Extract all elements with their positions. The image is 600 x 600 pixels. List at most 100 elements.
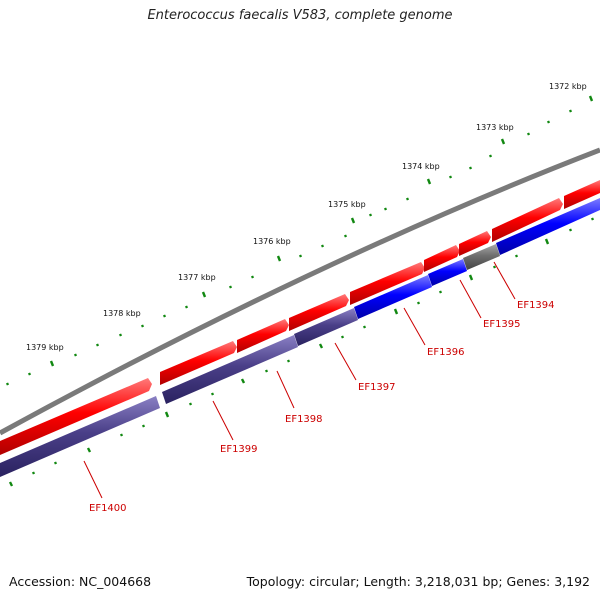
inner-tick	[544, 238, 550, 245]
outer-tick	[448, 175, 453, 179]
outer-tick	[201, 291, 207, 298]
reverse-gene-ef1396	[428, 259, 467, 286]
reverse-gene-ef1395	[463, 244, 500, 270]
inner-tick	[31, 471, 36, 475]
ruler-label: 1373 kbp	[476, 123, 514, 132]
inner-tick	[340, 335, 345, 339]
reverse-gene-ef1400	[0, 396, 160, 477]
outer-tick	[250, 275, 255, 279]
inner-tick	[416, 301, 421, 305]
inner-tick	[264, 369, 269, 373]
inner-tick	[514, 254, 519, 258]
callout-line-ef1396	[403, 307, 426, 346]
outer-tick	[468, 166, 473, 170]
outer-ruler	[5, 95, 594, 386]
gene-labels: EF1394 EF1395 EF1396 EF1397 EF1398 EF139…	[89, 300, 555, 514]
gene-label-ef1397: EF1397	[358, 382, 396, 393]
outer-tick	[568, 109, 573, 113]
ruler-label: 1375 kbp	[328, 200, 366, 209]
outer-tick	[343, 234, 348, 238]
ruler-label: 1377 kbp	[178, 273, 216, 282]
outer-tick	[405, 197, 410, 201]
outer-tick	[276, 255, 282, 262]
forward-gene	[564, 180, 600, 209]
inner-tick	[240, 378, 246, 384]
reverse-gene-ef1398	[294, 308, 358, 346]
callout-line-ef1394	[493, 261, 516, 300]
forward-gene	[237, 319, 289, 353]
callout-line-ef1395	[459, 279, 482, 319]
forward-gene	[459, 231, 491, 256]
callout-line-ef1400	[83, 460, 103, 499]
reverse-gene-ef1399	[162, 335, 298, 404]
reverse-strand	[0, 198, 600, 477]
ruler-labels: 1372 kbp 1373 kbp 1374 kbp 1375 kbp 1376…	[26, 82, 587, 352]
inner-tick	[53, 461, 58, 465]
ruler-label: 1372 kbp	[549, 82, 587, 91]
outer-tick	[140, 324, 145, 328]
inner-tick	[318, 343, 324, 349]
map-title: Enterococcus faecalis V583, complete gen…	[147, 8, 453, 23]
inner-tick	[438, 290, 443, 294]
inner-tick	[188, 402, 193, 406]
outer-tick	[73, 353, 78, 357]
gene-label-ef1394: EF1394	[517, 300, 555, 311]
genome-backbone	[0, 147, 600, 436]
inner-tick	[210, 392, 215, 396]
forward-gene	[350, 262, 425, 305]
genome-summary-text: Topology: circular; Length: 3,218,031 bp…	[246, 574, 590, 589]
inner-tick	[164, 411, 170, 418]
outer-tick	[27, 372, 32, 376]
ruler-label: 1376 kbp	[253, 237, 291, 246]
inner-tick	[492, 265, 497, 269]
gene-label-ef1399: EF1399	[220, 444, 258, 455]
inner-tick	[468, 274, 474, 281]
inner-tick	[141, 424, 146, 428]
outer-tick	[500, 138, 506, 145]
inner-ruler	[8, 217, 595, 487]
forward-gene	[160, 341, 237, 385]
outer-tick	[95, 343, 100, 347]
forward-gene	[424, 245, 460, 272]
inner-tick	[590, 217, 595, 221]
inner-tick	[119, 433, 124, 437]
forward-gene	[289, 294, 349, 331]
outer-tick	[588, 95, 594, 102]
ruler-label: 1374 kbp	[402, 162, 440, 171]
outer-tick	[383, 207, 388, 211]
inner-tick	[86, 447, 92, 453]
inner-tick	[362, 325, 367, 329]
forward-gene	[0, 378, 152, 455]
outer-tick	[350, 217, 356, 224]
reverse-gene-ef1397	[354, 275, 432, 319]
gene-label-ef1395: EF1395	[483, 319, 521, 330]
outer-tick	[184, 305, 189, 309]
inner-tick	[568, 228, 573, 232]
inner-tick	[393, 308, 399, 315]
outer-tick	[368, 213, 373, 217]
outer-tick	[49, 360, 55, 367]
outer-tick	[488, 154, 493, 158]
gene-label-ef1396: EF1396	[427, 347, 465, 358]
outer-tick	[426, 178, 432, 185]
accession-text: Accession: NC_004668	[9, 574, 152, 589]
gene-callouts	[83, 261, 516, 499]
gene-label-ef1400: EF1400	[89, 503, 127, 514]
callout-line-ef1398	[276, 370, 295, 409]
outer-tick	[5, 382, 10, 386]
forward-strand	[0, 180, 600, 455]
outer-tick	[546, 120, 551, 124]
ruler-label: 1379 kbp	[26, 343, 64, 352]
callout-line-ef1397	[334, 342, 357, 381]
outer-tick	[526, 132, 531, 136]
gene-label-ef1398: EF1398	[285, 414, 323, 425]
ruler-label: 1378 kbp	[103, 309, 141, 318]
outer-tick	[162, 314, 167, 318]
inner-tick	[8, 481, 14, 487]
inner-tick	[286, 359, 291, 363]
outer-tick	[228, 285, 233, 289]
forward-gene	[492, 198, 563, 242]
outer-tick	[298, 254, 303, 258]
callout-line-ef1399	[212, 400, 234, 441]
